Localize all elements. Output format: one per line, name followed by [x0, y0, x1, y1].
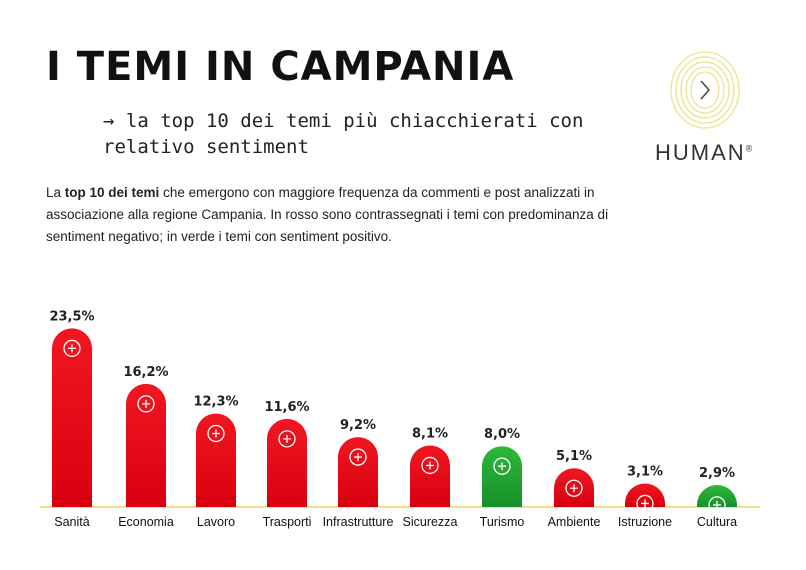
globe-people-icon — [708, 496, 726, 514]
value-label: 23,5% — [49, 309, 94, 324]
category-label: Sanità — [54, 515, 89, 529]
bar-trasporti — [267, 418, 307, 507]
value-label: 2,9% — [699, 466, 735, 481]
category-label: Economia — [118, 515, 174, 529]
desc-text-2: che emergono con maggiore frequenza da c… — [46, 185, 609, 244]
category-label: Turismo — [480, 515, 525, 529]
chart-growth-icon — [137, 395, 155, 413]
bar-turismo — [482, 446, 522, 507]
value-label: 11,6% — [264, 400, 309, 415]
book-icon — [636, 494, 654, 513]
shield-check-icon — [421, 456, 439, 475]
value-label: 3,1% — [627, 464, 663, 479]
category-label: Sicurezza — [403, 515, 458, 529]
category-label: Cultura — [697, 515, 737, 529]
value-label: 8,1% — [412, 426, 448, 441]
briefcase-icon — [207, 424, 225, 443]
bar-sanità — [52, 328, 92, 507]
category-label: Istruzione — [618, 515, 672, 529]
industry-gear-icon — [349, 448, 367, 466]
page-title: I TEMI IN CAMPANIA — [46, 44, 515, 90]
value-label: 5,1% — [556, 449, 592, 464]
description: La top 10 dei temi che emergono con magg… — [46, 182, 616, 248]
value-label: 12,3% — [193, 395, 238, 410]
bar-economia — [126, 383, 166, 507]
category-label: Infrastrutture — [323, 515, 394, 529]
bar-lavoro — [196, 413, 236, 507]
desc-bold: top 10 dei temi — [64, 185, 160, 200]
category-label: Ambiente — [548, 515, 601, 529]
brand-mark: ® — [745, 143, 755, 154]
value-label: 9,2% — [340, 418, 376, 433]
bar-cultura — [697, 484, 737, 507]
bar-sicurezza — [410, 445, 450, 507]
category-label: Lavoro — [197, 515, 235, 529]
category-label: Trasporti — [263, 515, 312, 529]
value-label: 16,2% — [123, 365, 168, 380]
bar-infrastrutture — [338, 437, 378, 507]
healthcare-icon — [63, 339, 81, 358]
eco-globe-icon — [565, 479, 583, 497]
route-icon — [278, 430, 296, 448]
brand-name: HUMAN® — [655, 140, 754, 166]
brand-text: HUMAN — [655, 140, 746, 165]
desc-text: La — [46, 185, 65, 200]
travel-icon — [493, 457, 511, 475]
bar-chart: 23,5% Sanità 16,2% Economia 12,3% Lavoro 11,6%… — [40, 309, 760, 529]
value-label: 8,0% — [484, 427, 520, 442]
subtitle: → la top 10 dei temi più chiacchierati c… — [103, 110, 584, 158]
fingerprint-logo-icon — [670, 51, 740, 129]
